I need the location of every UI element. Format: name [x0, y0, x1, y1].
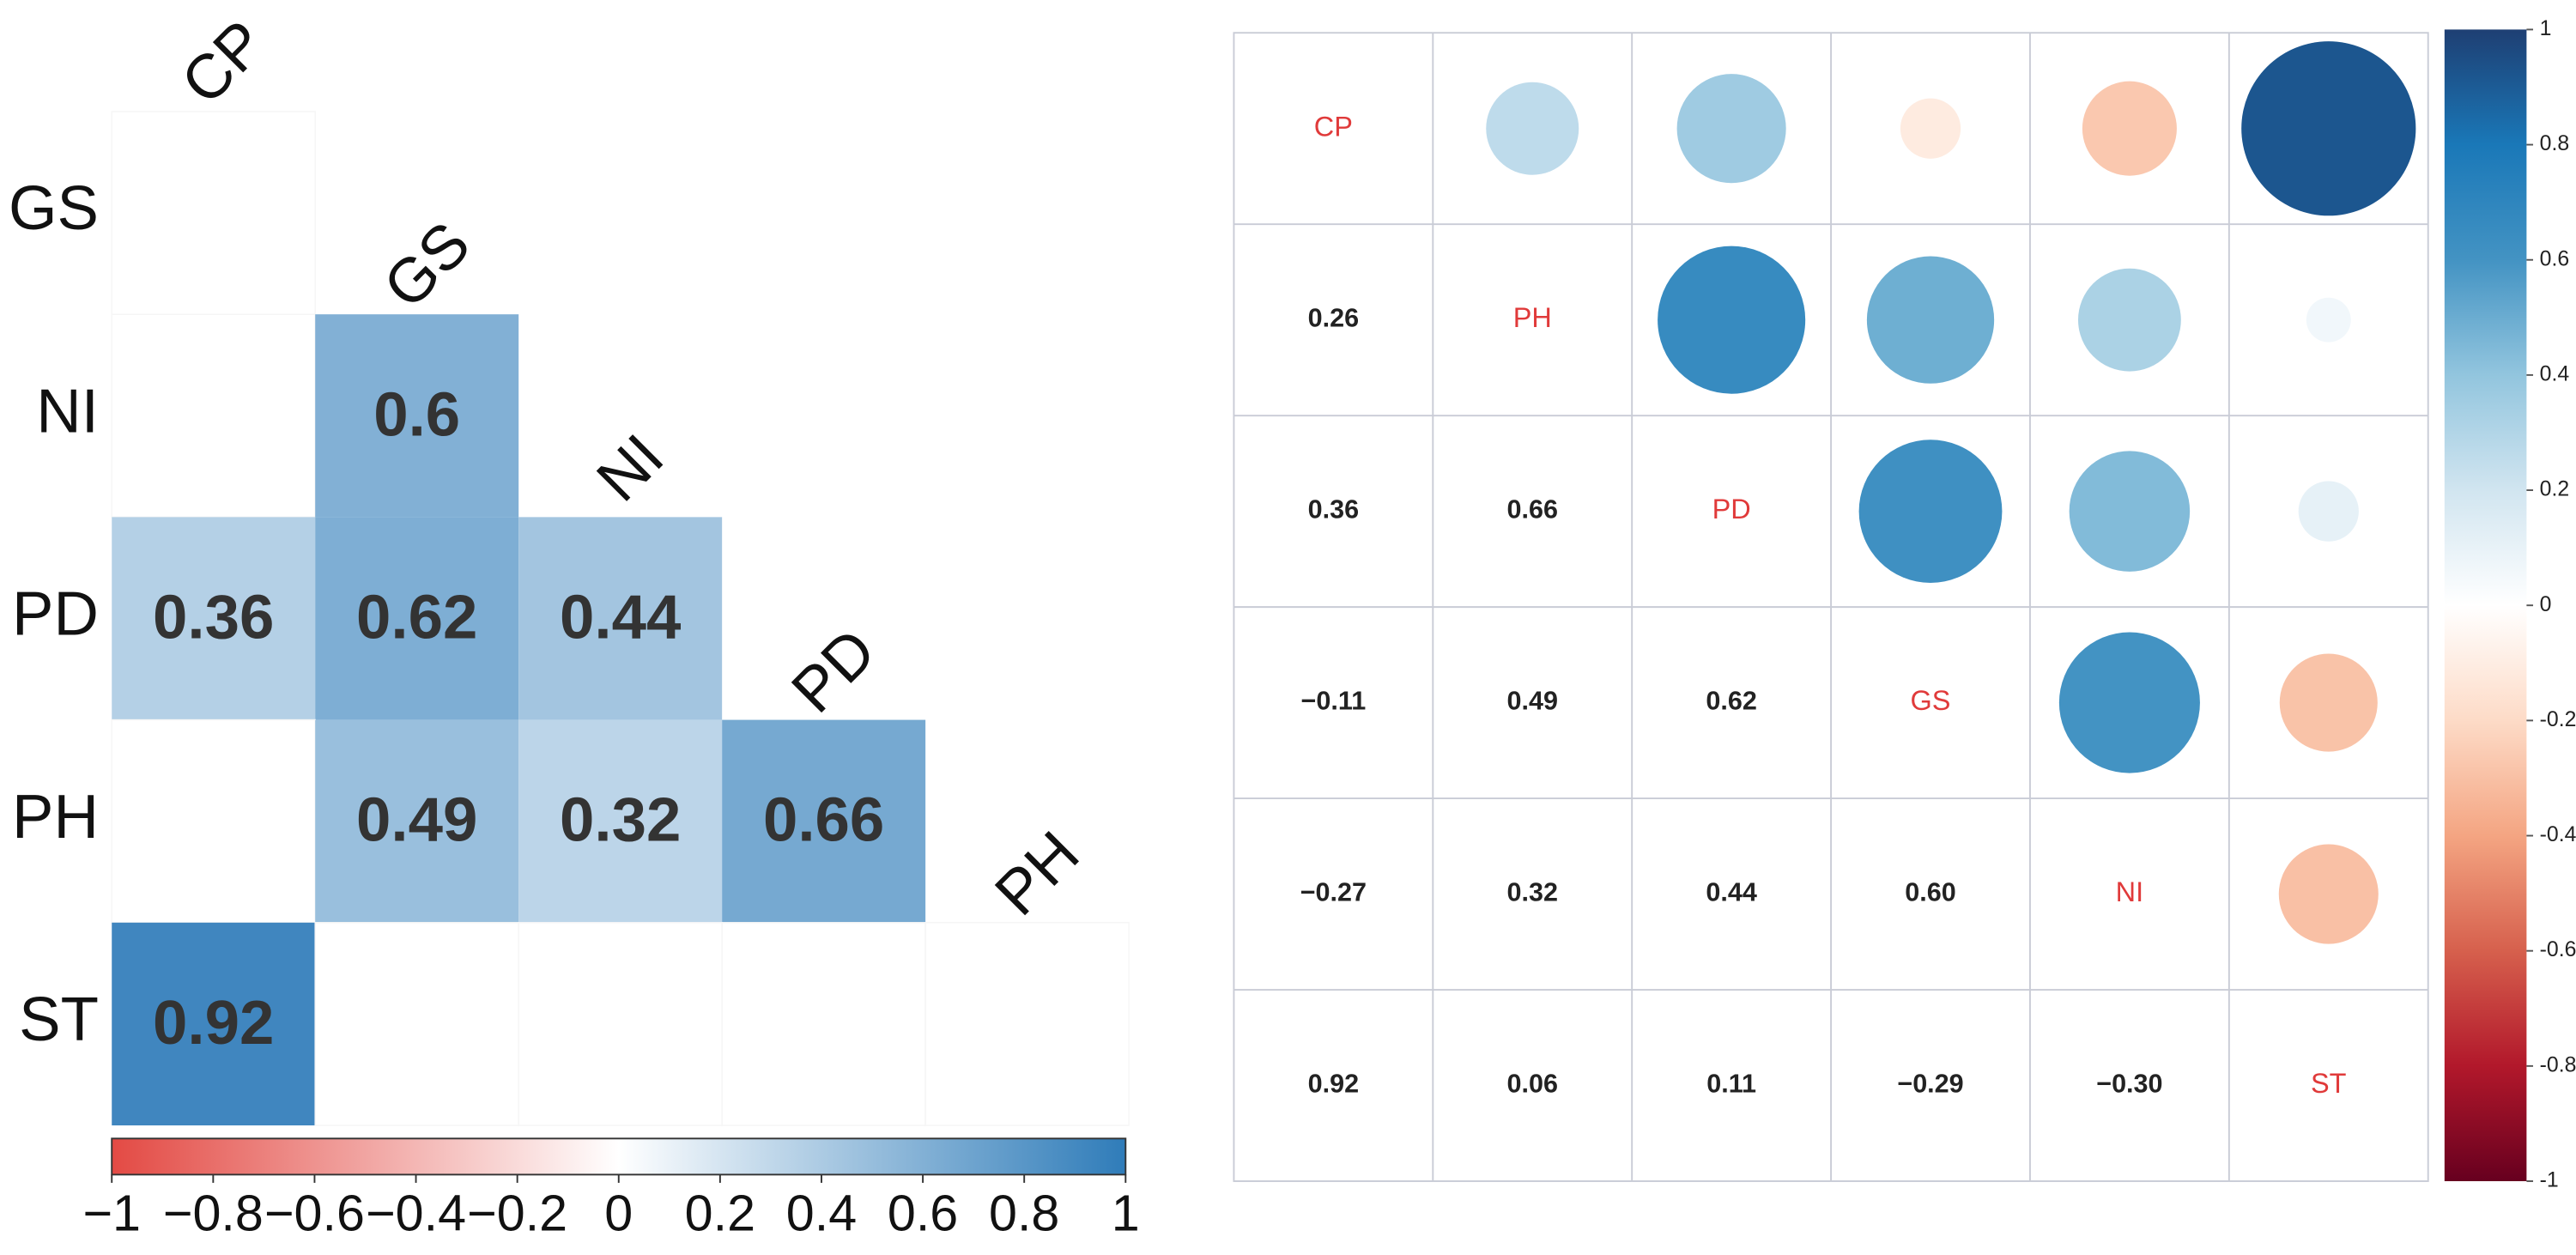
value-label: 0.32: [1507, 878, 1558, 907]
empty-cell: [314, 922, 519, 1126]
diagonal-label: ST: [2311, 1068, 2347, 1099]
value-label: 0.60: [1905, 878, 1955, 907]
value-label: 0.49: [1507, 687, 1558, 716]
cell: [112, 922, 316, 1126]
cell-label: 0.92: [153, 988, 274, 1058]
row-label: PD: [12, 579, 99, 649]
column-label: PD: [779, 615, 889, 726]
colorbar: [111, 1137, 1127, 1176]
column-label: NI: [584, 421, 677, 515]
correlation-circle: [1858, 440, 2003, 584]
colorbar: [2444, 29, 2527, 1181]
colorbar-tick-label: 0.4: [2540, 362, 2570, 385]
correlation-circle: [1486, 82, 1579, 175]
column-label: CP: [168, 7, 279, 118]
value-label: 0.92: [1308, 1070, 1359, 1099]
colorbar-tick-label: -1: [2540, 1169, 2559, 1192]
empty-cell: [721, 922, 926, 1126]
colorbar-tick-label: 0.6: [2540, 247, 2570, 270]
diagonal-label: CP: [1314, 111, 1353, 142]
correlation-circle: [2058, 632, 2200, 773]
colorbar-tick-label: 0: [604, 1185, 633, 1242]
colorbar-tick-label: −0.4: [366, 1185, 466, 1242]
correlation-circle: [2278, 844, 2379, 944]
cell-label: 0.49: [356, 785, 477, 855]
correlation-circle: [2298, 481, 2359, 542]
empty-cell: [111, 718, 316, 924]
colorbar-tick-label: −0.6: [264, 1185, 365, 1242]
value-label: 0.26: [1308, 304, 1359, 333]
cell: [722, 719, 926, 923]
empty-cell: [111, 313, 316, 518]
value-label: −0.27: [1300, 878, 1367, 907]
row-label: PH: [12, 782, 99, 852]
colorbar-tick-label: 0.6: [888, 1185, 958, 1242]
correlation-circle: [2069, 451, 2191, 572]
diagonal-label: GS: [1911, 685, 1951, 716]
diagonal-label: NI: [2116, 876, 2143, 907]
correlation-circle: [1900, 98, 1961, 159]
value-label: 0.11: [1706, 1070, 1756, 1099]
colorbar-tick-label: −0.8: [163, 1185, 264, 1242]
correlation-circle: [2241, 41, 2416, 216]
cell: [315, 314, 519, 518]
column-label: PH: [982, 818, 1093, 929]
correlation-circle: [2306, 297, 2351, 343]
cell-label: 0.62: [356, 582, 477, 652]
correlation-circle: [1866, 256, 1995, 384]
colorbar-tick-label: -0.8: [2540, 1053, 2576, 1076]
value-label: 0.36: [1308, 495, 1359, 524]
value-label: 0.06: [1507, 1070, 1558, 1099]
colorbar-tick-label: -0.4: [2540, 823, 2576, 846]
value-label: 0.66: [1507, 495, 1558, 524]
colorbar-tick-label: 0.4: [786, 1185, 857, 1242]
empty-cell: [518, 922, 723, 1126]
value-label: 0.44: [1706, 878, 1756, 907]
cell: [518, 517, 723, 720]
cell-label: 0.36: [153, 582, 274, 652]
correlation-circle: [2082, 81, 2177, 176]
colorbar-tick-label: 0.8: [989, 1185, 1059, 1242]
correlation-circle: [1676, 74, 1786, 184]
colorbar-tick-label: 1: [1112, 1185, 1140, 1242]
cell: [112, 517, 316, 720]
value-label: −0.29: [1897, 1070, 1963, 1099]
empty-cell: [924, 922, 1130, 1126]
value-label: −0.11: [1301, 687, 1367, 716]
row-label: ST: [19, 985, 99, 1054]
diagonal-label: PH: [1513, 302, 1552, 333]
cell-label: 0.66: [763, 785, 884, 855]
correlation-circle: [1658, 246, 1806, 394]
colorbar-tick-label: −0.2: [467, 1185, 567, 1242]
cell-label: 0.44: [560, 582, 681, 652]
value-label: −0.30: [2096, 1070, 2162, 1099]
value-label: 0.62: [1706, 687, 1756, 716]
row-label: GS: [9, 173, 99, 243]
correlation-circle: [2279, 653, 2378, 752]
row-label: NI: [36, 376, 99, 446]
cell-label: 0.32: [560, 785, 681, 855]
colorbar-tick-label: −1: [82, 1185, 141, 1242]
colorbar-tick-label: 0.2: [685, 1185, 755, 1242]
diagonal-label: PD: [1712, 494, 1751, 524]
colorbar-tick-label: 0.2: [2540, 478, 2570, 501]
cell-label: 0.6: [373, 379, 460, 449]
column-label: GS: [370, 209, 482, 321]
cell: [315, 517, 519, 720]
colorbar-tick-label: -0.6: [2540, 938, 2576, 961]
colorbar-tick-label: 1: [2540, 17, 2552, 40]
cell: [518, 719, 723, 923]
colorbar-tick-label: 0.8: [2540, 132, 2570, 155]
empty-cell: [111, 111, 316, 315]
colorbar-tick-label: -0.2: [2540, 708, 2576, 731]
correlation-circle: [2077, 268, 2181, 372]
cell: [315, 719, 519, 923]
colorbar-tick-label: 0: [2540, 593, 2552, 616]
